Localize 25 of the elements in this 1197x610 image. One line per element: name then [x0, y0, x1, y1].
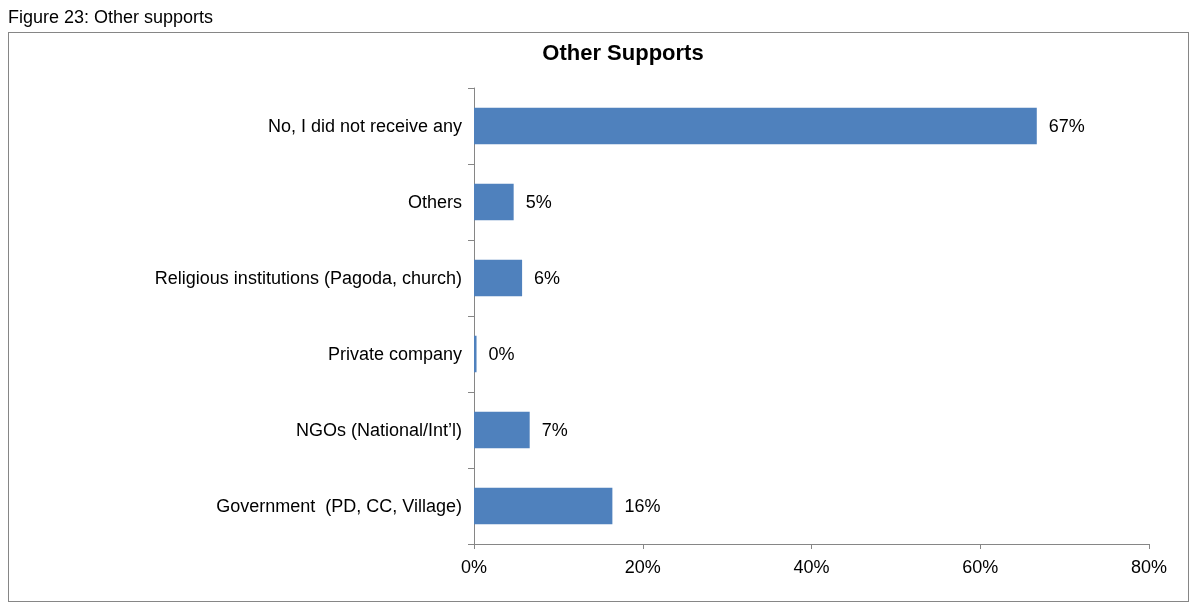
y-tick-label: No, I did not receive any	[267, 116, 462, 136]
bar	[474, 487, 613, 525]
data-label: 16%	[624, 496, 661, 516]
y-tick-label: NGOs (National/Int’l)	[295, 420, 462, 440]
x-tick-label: 60%	[962, 557, 999, 577]
x-tick-label: 20%	[624, 557, 661, 577]
x-tick-label: 0%	[460, 557, 488, 577]
data-label: 6%	[534, 268, 561, 288]
y-tick-label: Others	[407, 192, 462, 212]
x-tick-label: 80%	[1130, 557, 1168, 577]
x-tick-label: 40%	[793, 557, 830, 577]
bar	[474, 183, 514, 221]
data-label: 5%	[525, 192, 552, 212]
y-tick-label: Private company	[327, 344, 462, 364]
chart-title: Other Supports	[542, 39, 704, 65]
caption: Figure 23: Other supports	[8, 7, 214, 27]
data-label: 7%	[541, 420, 568, 440]
y-tick-label: Religious institutions (Pagoda, church)	[154, 268, 462, 288]
y-tick-label: Government (PD, CC, Village)	[216, 496, 462, 516]
bar	[474, 411, 530, 449]
bar	[474, 107, 1037, 145]
data-label: 67%	[1048, 116, 1085, 136]
bar	[474, 335, 477, 373]
data-label: 0%	[488, 344, 515, 364]
bar	[474, 259, 523, 297]
